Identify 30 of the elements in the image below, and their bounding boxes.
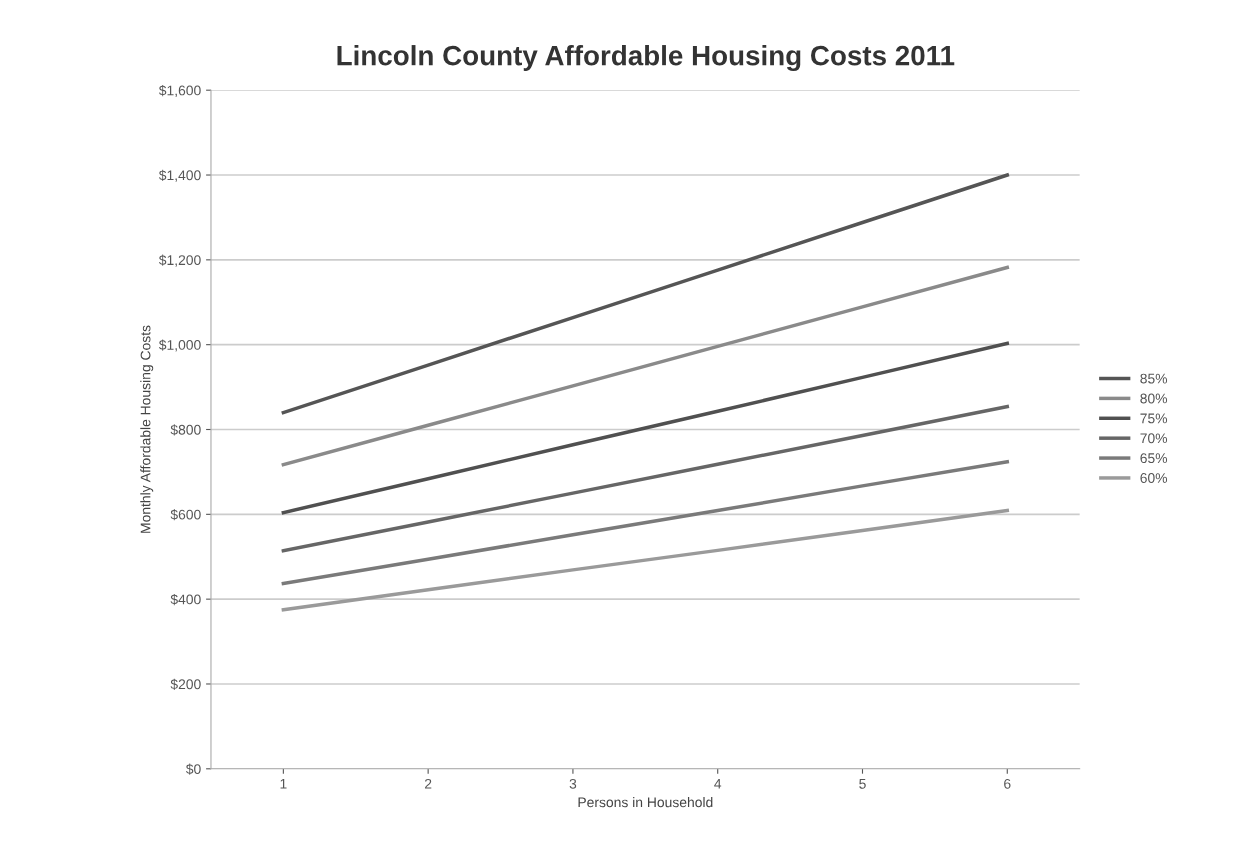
y-axis-title: Monthly Affordable Housing Costs [140, 325, 154, 533]
y-tick-label: $600 [170, 509, 201, 521]
line-series [281, 265, 1010, 467]
y-tick-label: $1,200 [158, 254, 201, 267]
legend-label: 70% [1140, 433, 1168, 444]
legend-label: 85% [1140, 373, 1168, 384]
x-tick-label: 2 [424, 778, 432, 789]
x-tick-label: 1 [280, 779, 287, 789]
legend-label: 60% [1140, 473, 1168, 483]
x-tick-label: 6 [1004, 778, 1011, 789]
line-series [281, 459, 1010, 586]
chart-title: Lincoln County Affordable Housing Costs 2011 [337, 45, 955, 72]
x-tick-label: 3 [569, 778, 577, 789]
legend-label: 65% [1140, 453, 1168, 464]
line-series [281, 341, 1010, 515]
line-series [281, 404, 1010, 553]
legend-label: 80% [1140, 393, 1168, 404]
line-series [281, 508, 1010, 612]
y-tick-label: $1,400 [158, 169, 201, 182]
y-tick-label: $0 [185, 763, 201, 775]
x-axis-title: Persons in Household [578, 797, 713, 808]
y-tick-label: $1,000 [158, 339, 201, 352]
y-tick-label: $800 [170, 424, 201, 436]
y-tick-label: $200 [170, 678, 201, 690]
x-tick-label: 5 [859, 779, 866, 789]
x-tick-label: 4 [714, 779, 722, 789]
y-tick-label: $1,600 [158, 84, 201, 97]
y-tick-label: $400 [170, 593, 201, 606]
legend-label: 75% [1140, 413, 1168, 424]
line-series [281, 173, 1010, 415]
